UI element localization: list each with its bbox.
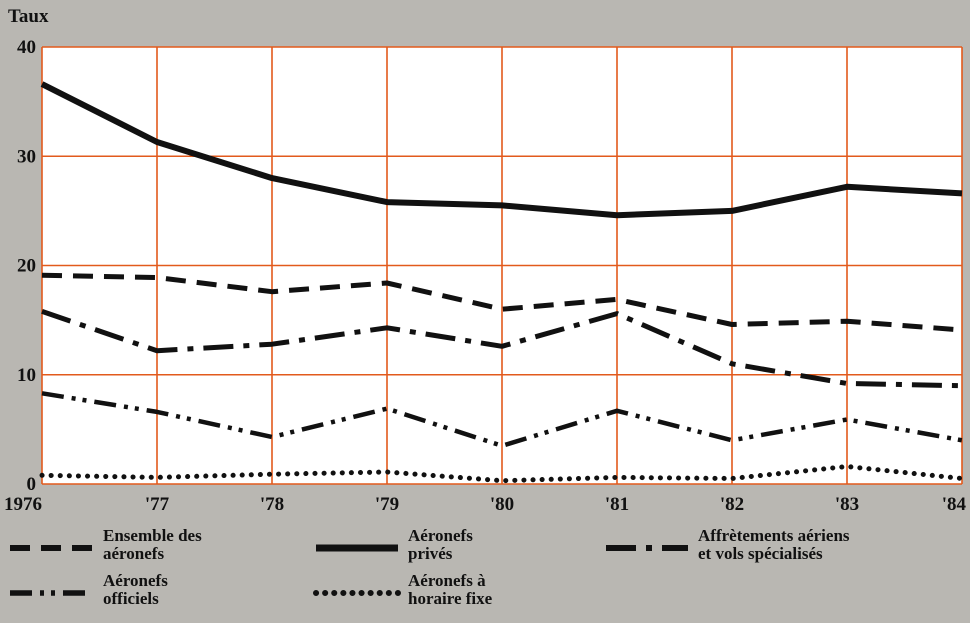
x-tick-label: '80 xyxy=(490,494,514,515)
legend-label-prives: Aéronefs xyxy=(408,526,473,545)
y-tick-label: 30 xyxy=(17,146,36,167)
x-tick-label: '79 xyxy=(375,494,399,515)
series-lines xyxy=(39,81,965,484)
legend-label-officiels: officiels xyxy=(103,589,159,608)
legend-label-ensemble: Ensemble des xyxy=(103,526,202,545)
legend-label-ensemble: aéronefs xyxy=(103,544,164,563)
y-tick-label: 0 xyxy=(27,474,37,495)
x-tick-labels: 1976 '77 '78 '79 '80 '81 '82 '83 '84 xyxy=(4,494,966,515)
legend-label-officiels: Aéronefs xyxy=(103,571,168,590)
series-line-horaire xyxy=(39,464,965,484)
legend-label-affretements: Affrètements aériens xyxy=(698,526,850,545)
legend-label-affretements: et vols spécialisés xyxy=(698,544,823,563)
x-tick-label: '78 xyxy=(260,494,284,515)
x-tick-label: '84 xyxy=(942,494,967,515)
legend-label-prives: privés xyxy=(408,544,453,563)
legend-label-horaire: horaire fixe xyxy=(408,589,493,608)
y-tick-labels: 0 10 20 30 40 xyxy=(17,37,36,495)
y-tick-label: 10 xyxy=(17,365,36,386)
x-tick-label: 1976 xyxy=(4,494,42,515)
x-tick-label: '77 xyxy=(145,494,170,515)
legend: Ensemble desaéronefsAéronefsprivésAffrèt… xyxy=(10,526,850,608)
legend-label-horaire: Aéronefs à xyxy=(408,571,486,590)
x-tick-label: '81 xyxy=(605,494,629,515)
x-tick-label: '83 xyxy=(835,494,859,515)
series-line-affretements xyxy=(41,309,963,389)
y-tick-label: 20 xyxy=(17,256,36,277)
y-axis-label: Taux xyxy=(8,6,49,27)
series-line-prives xyxy=(40,81,963,219)
y-tick-label: 40 xyxy=(17,37,36,58)
x-tick-label: '82 xyxy=(720,494,744,515)
